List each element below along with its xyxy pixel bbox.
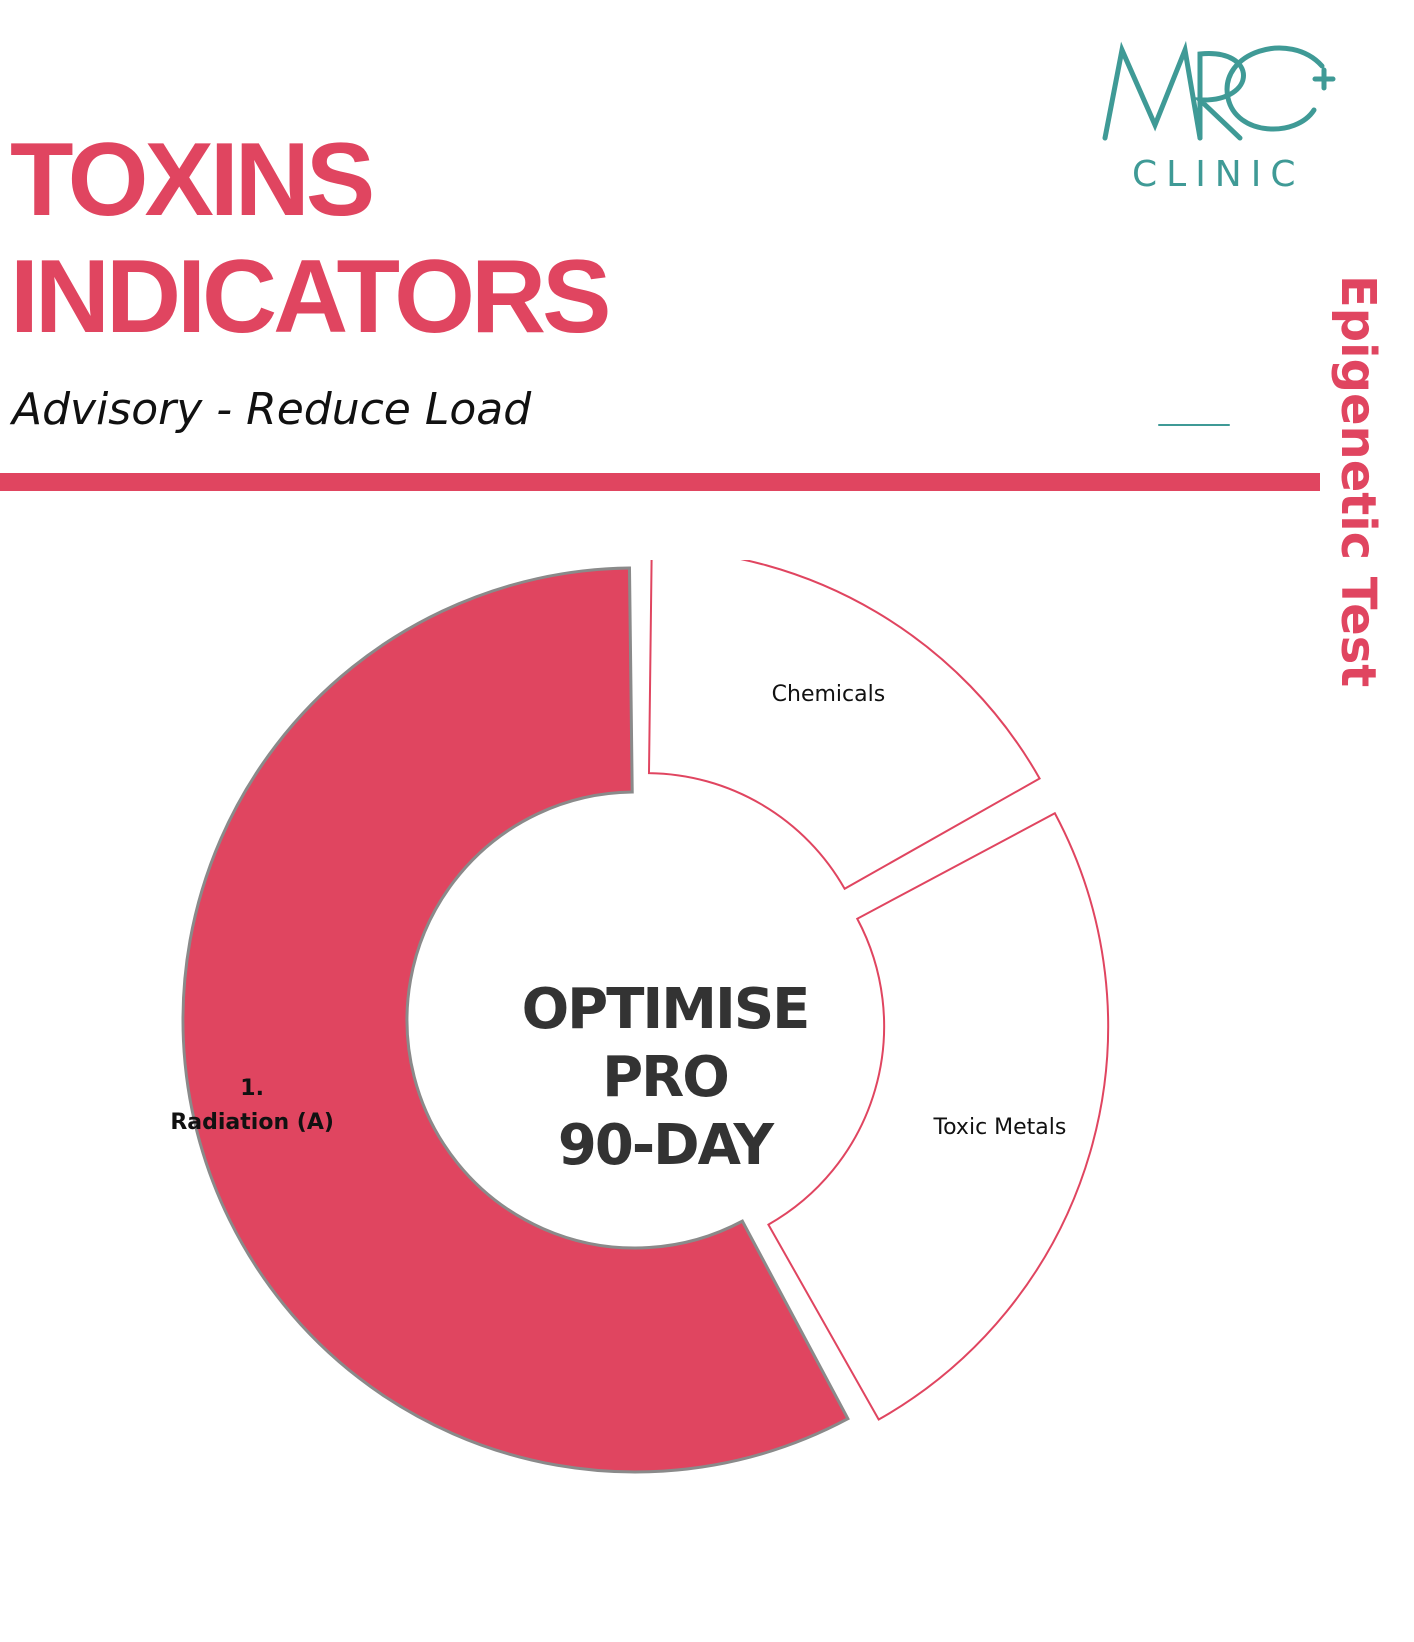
center-label-line-3: 90-DAY <box>557 1113 774 1178</box>
page-subtitle: Advisory - Reduce Load <box>12 384 532 435</box>
side-tag: Epigenetic Test <box>1330 275 1386 688</box>
header-divider <box>0 473 1320 491</box>
clinic-logo: CLINIC <box>1100 40 1350 205</box>
center-label-line-1: OPTIMISE <box>521 977 811 1042</box>
page-title-line-1: TOXINS <box>10 122 375 238</box>
logo-wordmark: CLINIC <box>1132 154 1305 195</box>
center-label-line-2: PRO <box>602 1045 730 1110</box>
slice-label-toxic-metals: Toxic Metals <box>932 1115 1066 1140</box>
toxins-donut-chart: Chemicals Toxic Metals 1. Radiation (A) <box>170 560 1110 1474</box>
donut-slice-radiation-a <box>181 566 850 1474</box>
decorative-accent-line <box>1158 424 1230 426</box>
page-title-line-2: INDICATORS <box>10 239 612 355</box>
slice-label-radiation-a: 1. Radiation (A) <box>170 1076 334 1135</box>
mrc-logo-mark <box>1102 40 1336 141</box>
slice-label-chemicals: Chemicals <box>772 682 886 707</box>
donut-slice-toxic-metals <box>767 811 1110 1421</box>
donut-slice-chemicals <box>647 560 1041 891</box>
